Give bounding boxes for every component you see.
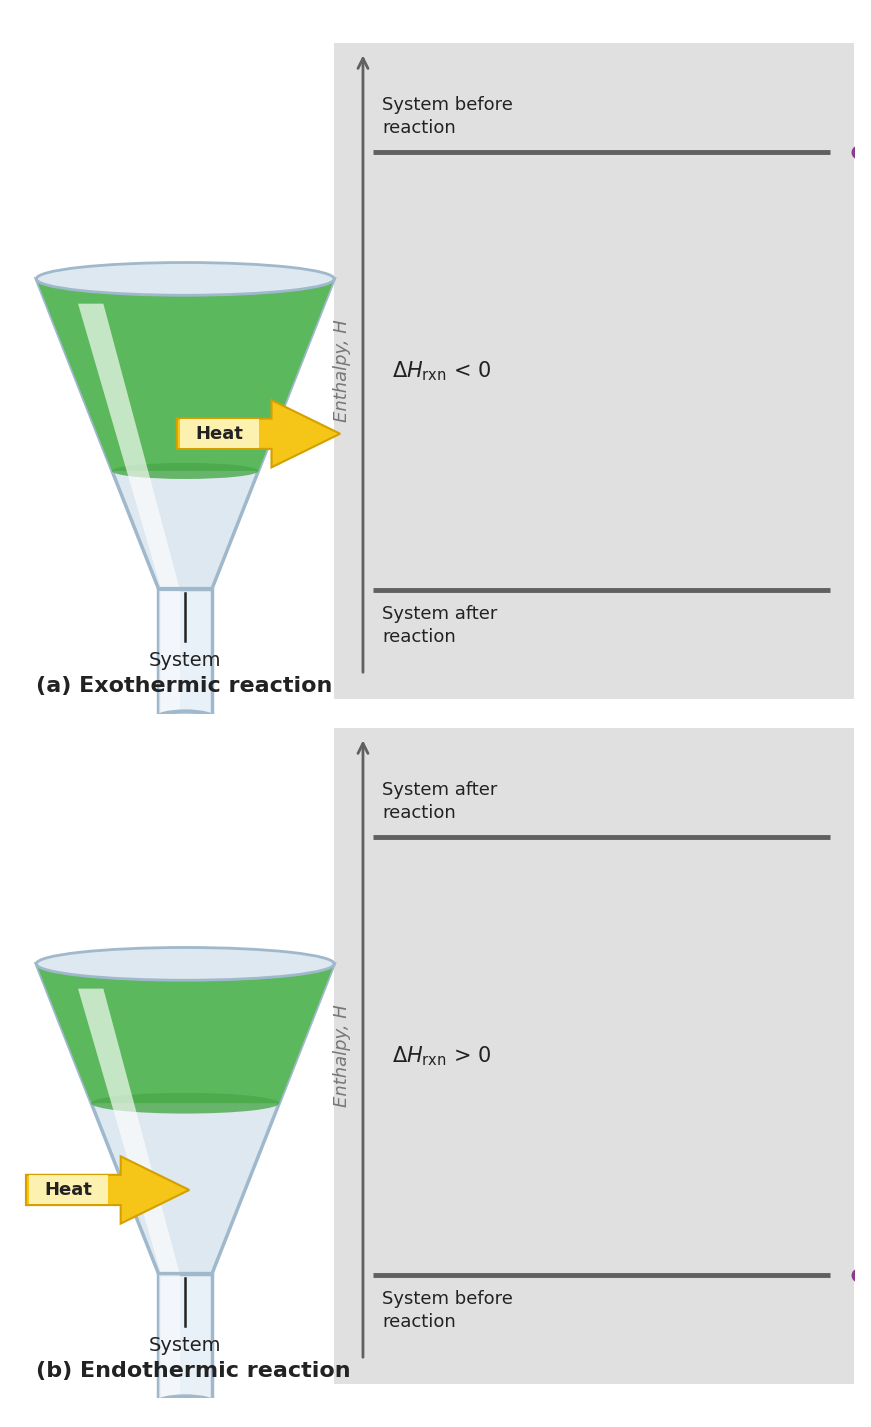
Polygon shape: [78, 989, 179, 1271]
Text: System after
reaction: System after reaction: [382, 781, 497, 822]
Ellipse shape: [37, 948, 334, 980]
Text: System before
reaction: System before reaction: [382, 96, 513, 137]
Polygon shape: [37, 963, 334, 1103]
Polygon shape: [78, 304, 179, 586]
Ellipse shape: [112, 462, 259, 479]
Text: System: System: [149, 651, 221, 671]
Polygon shape: [37, 963, 334, 1273]
Ellipse shape: [37, 263, 334, 295]
Ellipse shape: [37, 948, 334, 980]
Ellipse shape: [156, 1396, 215, 1411]
Ellipse shape: [163, 712, 207, 722]
Ellipse shape: [91, 1093, 280, 1113]
Text: $\Delta \mathit{H}_{\rm rxn}$ < 0: $\Delta \mathit{H}_{\rm rxn}$ < 0: [392, 360, 491, 382]
Polygon shape: [37, 278, 334, 471]
Bar: [334, 43, 854, 699]
Text: System: System: [149, 1336, 221, 1356]
Ellipse shape: [37, 263, 334, 295]
Ellipse shape: [163, 1397, 207, 1407]
Polygon shape: [37, 278, 334, 588]
Text: $\Delta \mathit{H}_{\rm rxn}$ > 0: $\Delta \mathit{H}_{\rm rxn}$ > 0: [392, 1045, 491, 1067]
Bar: [334, 728, 854, 1384]
Text: Heat: Heat: [195, 425, 243, 442]
FancyBboxPatch shape: [29, 1176, 108, 1204]
Text: (b) Endothermic reaction: (b) Endothermic reaction: [37, 1361, 351, 1381]
Polygon shape: [26, 1156, 189, 1223]
Text: Heat: Heat: [44, 1182, 92, 1199]
Text: System after
reaction: System after reaction: [382, 605, 497, 646]
Text: Enthalpy, H: Enthalpy, H: [333, 1005, 351, 1107]
Polygon shape: [159, 1273, 212, 1404]
Ellipse shape: [156, 711, 215, 726]
Polygon shape: [159, 1276, 180, 1401]
Text: System before
reaction: System before reaction: [382, 1290, 513, 1331]
Polygon shape: [177, 400, 340, 468]
Text: (a) Exothermic reaction: (a) Exothermic reaction: [37, 676, 333, 696]
Polygon shape: [159, 588, 212, 719]
Polygon shape: [159, 591, 180, 716]
Text: Enthalpy, H: Enthalpy, H: [333, 320, 351, 422]
FancyBboxPatch shape: [179, 420, 260, 448]
